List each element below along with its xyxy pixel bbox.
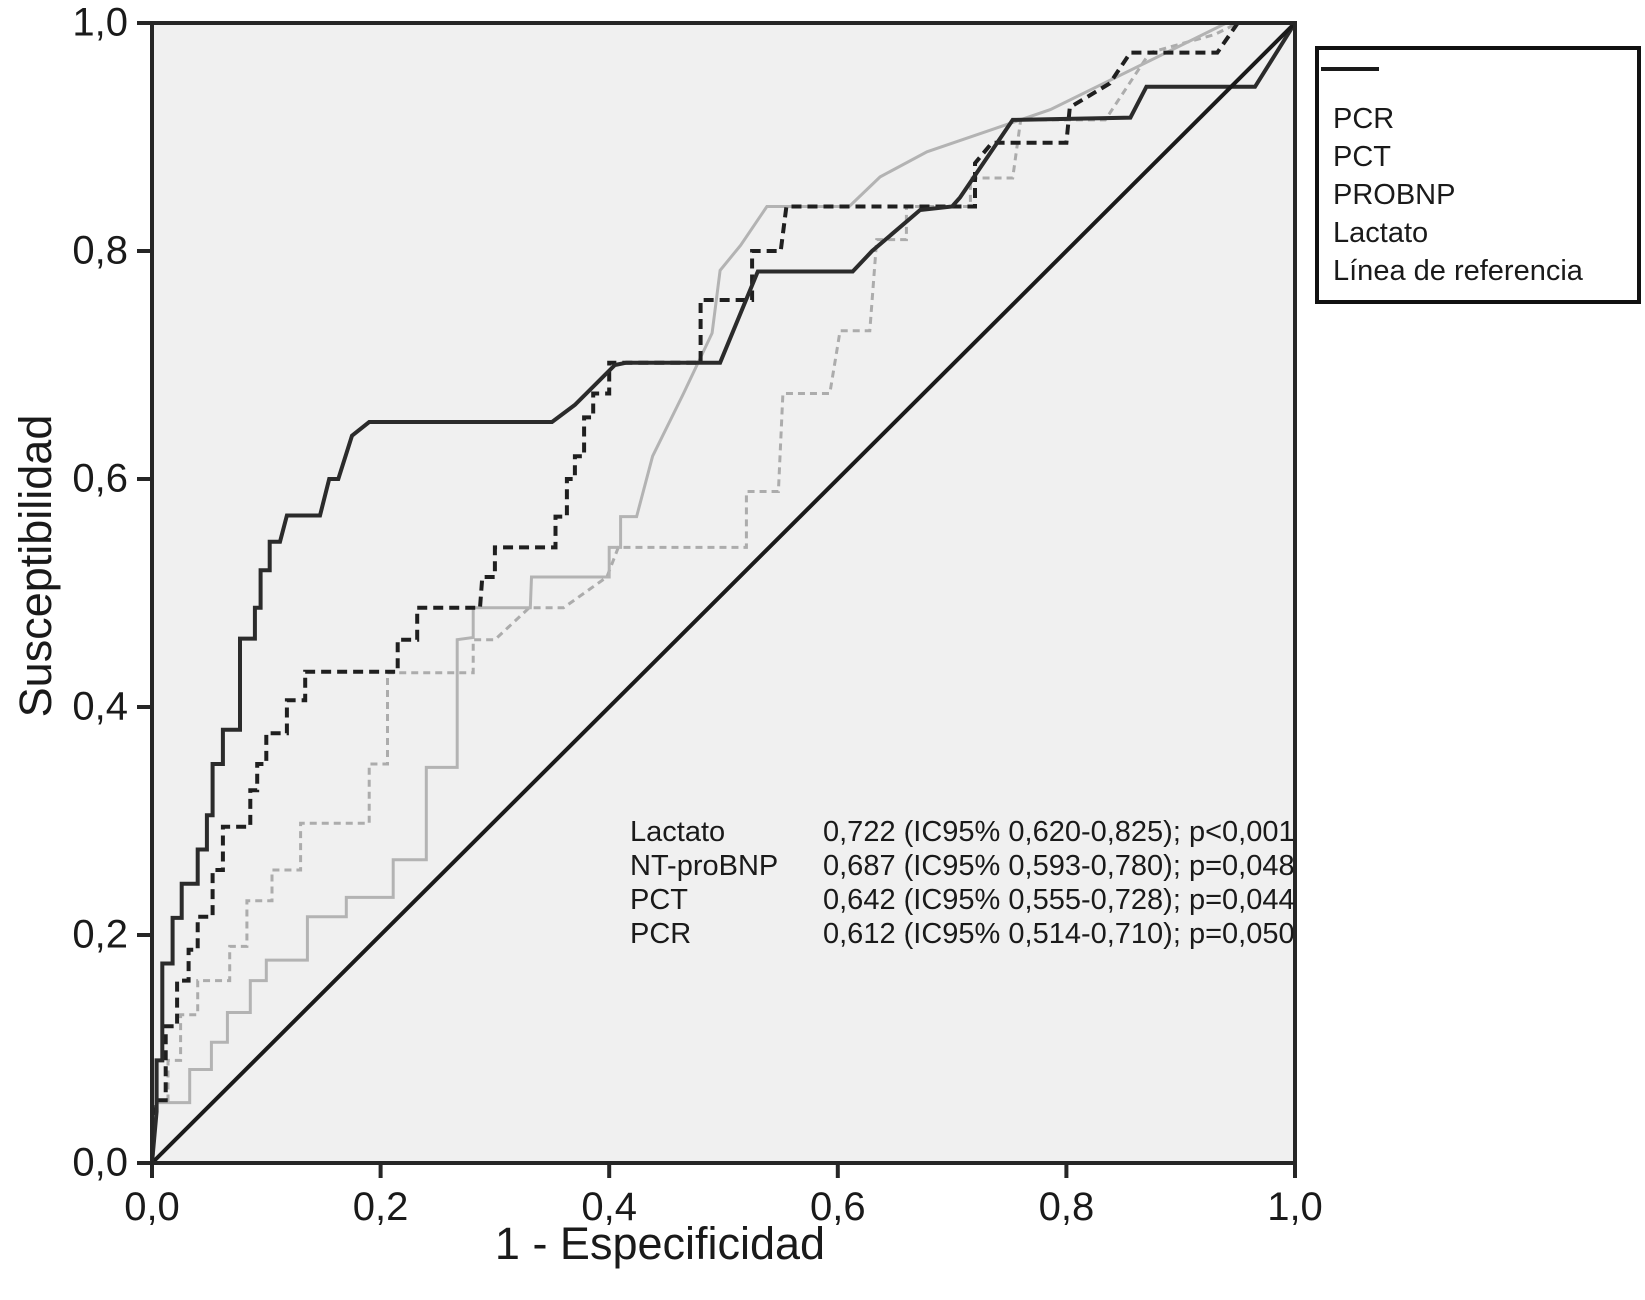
x-tick-label: 0,6 [809,1185,866,1229]
y-tick-label: 1,0 [72,0,128,45]
legend-label-lactato: Lactato [1333,216,1429,249]
x-axis-title: 1 - Especificidad [494,1218,826,1269]
auc-row: Lactato 0,722 (IC95% 0,620-0,825); p<0,00… [630,815,1295,849]
y-axis-title: Susceptibilidad [10,414,61,718]
legend-label-reference: Línea de referencia [1333,254,1583,287]
roc-curve-lactato [150,21,1297,1164]
x-tick-label: 0,4 [581,1185,637,1229]
x-tick-label: 0,8 [1038,1185,1095,1229]
roc-curve-probnp [150,21,1295,1164]
auc-row-value: 0,687 (IC95% 0,593-0,780); p=0,048 [823,850,1295,882]
auc-row: NT-proBNP 0,687 (IC95% 0,593-0,780); p=0,… [630,849,1295,883]
legend-item-pct: PCT [1319,67,1637,176]
legend-item-probnp: PROBNP [1319,67,1637,214]
legend-item-lactato: Lactato [1319,67,1637,252]
legend-label-probnp: PROBNP [1333,178,1456,211]
auc-row-label: PCT [630,884,688,916]
y-tick-label: 0,4 [72,684,128,729]
roc-curve-reference [150,21,1297,1165]
auc-row-value: 0,722 (IC95% 0,620-0,825); p<0,001 [823,816,1295,848]
y-tick-label: 0,6 [72,456,128,501]
auc-row: PCR 0,612 (IC95% 0,514-0,710); p=0,050 [630,917,1295,951]
roc-curve-pct [150,21,1295,1164]
auc-row-label: Lactato [630,816,726,848]
legend-item-reference: Línea de referencia [1319,67,1637,290]
x-tick-label: 1,0 [1267,1185,1323,1229]
y-tick-label: 0,0 [72,1140,128,1185]
legend-box: PCR PCT PROBNP Lactato Línea de referencia [1315,46,1641,304]
y-tick-label: 0,2 [72,912,128,957]
auc-annotation-rows: Lactato 0,722 (IC95% 0,620-0,825); p<0,00… [630,815,1295,951]
x-tick-label: 0,0 [124,1185,180,1229]
auc-row-value: 0,612 (IC95% 0,514-0,710); p=0,050 [823,918,1295,950]
x-tick-label: 0,2 [352,1185,409,1229]
auc-row: PCT 0,642 (IC95% 0,555-0,728); p=0,044 [630,883,1295,917]
legend-rows: PCR PCT PROBNP Lactato Línea de referencia [1319,67,1637,290]
y-tick-label: 0,8 [72,228,128,273]
auc-row-value: 0,642 (IC95% 0,555-0,728); p=0,044 [823,884,1295,916]
auc-row-label: PCR [630,918,692,950]
legend-label-pct: PCT [1333,140,1391,173]
reference-line-sample-icon [1321,67,1379,71]
plot-frame [150,21,1297,1165]
auc-annotation: Lactato 0,722 (IC95% 0,620-0,825); p<0,00… [630,815,1295,951]
legend-label-pcr: PCR [1333,102,1395,135]
auc-row-label: NT-proBNP [630,850,779,882]
legend-item-pcr: PCR [1319,67,1637,138]
